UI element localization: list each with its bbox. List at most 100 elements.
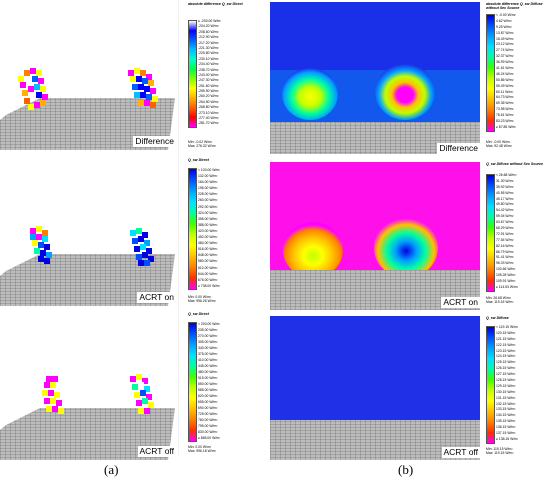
caption-a: (a) <box>104 462 119 477</box>
legend-stat: Max: 996.26 W/m² <box>188 299 216 303</box>
legend-label: 620.00 W/m² <box>198 394 218 398</box>
legend-color-bar <box>188 322 197 442</box>
legend-label: 49.80 W/m² <box>496 202 514 207</box>
legend-label: 82.16 W/m² <box>496 243 514 248</box>
legend-stat: Max: 92.48 W/m² <box>486 144 512 148</box>
legend-label: -208.60 W/m² <box>198 29 219 34</box>
legend-label: 69.36 W/m² <box>496 101 514 106</box>
legend-label: 132.15 W/m² <box>496 401 516 406</box>
legend-stat: Max: 119.15 W/m² <box>486 451 514 455</box>
legend-label: 31.30 W/m² <box>496 178 514 183</box>
legend-color-bar <box>486 174 495 292</box>
legend-label: 64.73 W/m² <box>496 95 514 100</box>
legend-label: < 200.00 W/m² <box>198 322 221 326</box>
legend-label: 40.55 W/m² <box>496 190 514 195</box>
legend-label: 32.37 W/m² <box>496 54 514 59</box>
hotspot-right <box>374 218 438 278</box>
panel-label: ACRT on <box>441 297 480 308</box>
legend-label: 760.00 W/m² <box>198 418 218 422</box>
legend-label: -238.70 W/m² <box>198 67 219 72</box>
legend-label: -255.90 W/m² <box>198 89 219 94</box>
legend-label: 41.61 W/m² <box>496 66 514 71</box>
building-left <box>18 68 48 110</box>
legend-label: 13.87 W/m² <box>496 30 514 35</box>
legend-label: 324.00 W/m² <box>198 210 218 215</box>
legend-color-bar <box>486 326 495 444</box>
legend-label: -212.90 W/m² <box>198 35 219 40</box>
panel-label: Difference <box>437 143 480 154</box>
legend-stat: Max: 276.32 W/m² <box>188 144 216 148</box>
legend-label: 516.00 W/m² <box>198 247 218 252</box>
legend-label: 270.00 W/m² <box>198 334 218 338</box>
legend-label: ≤ -200.00 W/m² <box>198 19 222 23</box>
legend-label: 795.00 W/m² <box>198 424 218 428</box>
legend-label: 96.03 W/m² <box>496 261 514 266</box>
scene-b-difference <box>270 2 480 154</box>
legend-label: 125.15 W/m² <box>496 360 516 365</box>
legend-label: 137.15 W/m² <box>496 431 516 436</box>
legend-label: 655.00 W/m² <box>198 400 218 404</box>
legend-title: Q_sw Direct <box>188 158 209 162</box>
legend-stat: Max: 119.15 W/m² <box>486 300 514 304</box>
legend-label: -273.10 W/m² <box>198 110 219 115</box>
legend-label: 27.74 W/m² <box>496 48 514 53</box>
building-right <box>128 68 158 108</box>
legend-label: 9.25 W/m² <box>496 24 512 29</box>
legend-label: 612.00 W/m² <box>198 265 218 270</box>
legend-label: 4.62 W/m² <box>496 18 512 23</box>
legend-title: Q_sw Direct <box>188 312 209 316</box>
legend-label: ≥ 87.85 W/m² <box>496 124 517 129</box>
legend-label: 129.15 W/m² <box>496 383 516 388</box>
legend-label: 196.00 W/m² <box>198 186 218 191</box>
legend-label: 375.00 W/m² <box>198 352 218 356</box>
legend-label: 340.00 W/m² <box>198 346 218 350</box>
caption-b: (b) <box>398 462 414 477</box>
legend-label: -251.60 W/m² <box>198 83 219 88</box>
hotspot-left <box>282 68 338 120</box>
legend-label: 100.66 W/m² <box>496 267 516 272</box>
legend-label: 109.91 W/m² <box>496 279 516 284</box>
legend-label: -260.20 W/m² <box>198 94 219 99</box>
legend-stat: Min: 0.00 W/m² <box>188 295 211 299</box>
scene-a-acrt-on <box>0 226 175 306</box>
legend-label: 133.15 W/m² <box>496 407 516 412</box>
legend-title: Q_sw Diffuse <box>486 316 509 320</box>
legend-label: 78.61 W/m² <box>496 113 514 118</box>
legend-label: -243.00 W/m² <box>198 72 219 77</box>
legend-label: 46.24 W/m² <box>496 71 514 76</box>
panel-label: ACRT off <box>137 446 176 457</box>
legend-label: 128.15 W/m² <box>496 378 516 383</box>
column-divider <box>178 0 179 455</box>
legend-label: -225.80 W/m² <box>198 51 219 56</box>
legend-label: 23.12 W/m² <box>496 42 514 47</box>
legend-label: 235.00 W/m² <box>198 328 218 332</box>
panel-b-acrt-off: ACRT off <box>270 316 480 460</box>
legend-label: 830.00 W/m² <box>198 430 218 434</box>
legend-label: 121.15 W/m² <box>496 336 516 341</box>
panel-b-difference: Difference <box>270 2 480 154</box>
legend-label: 452.00 W/m² <box>198 235 218 240</box>
legend-a-acrt-off: Q_sw Direct < 200.00 W/m² 235.00 W/m² 270.… <box>188 312 258 460</box>
legend-label: 105.28 W/m² <box>496 273 516 278</box>
legend-stat: Min: 119.15 W/m² <box>486 447 513 451</box>
legend-color-bar <box>486 14 495 132</box>
legend-label: 45.17 W/m² <box>496 196 514 201</box>
legend-label: 585.00 W/m² <box>198 388 218 392</box>
legend-label: 228.00 W/m² <box>198 192 218 197</box>
legend-title: absolute difference Q_sw Direct <box>188 2 243 6</box>
legend-label: 725.00 W/m² <box>198 412 218 416</box>
legend-labels: < 119.15 W/m² 120.15 W/m² 121.15 W/m² 122.1… <box>496 325 518 443</box>
legend-label: -281.70 W/m² <box>198 121 219 126</box>
legend-label: 260.00 W/m² <box>198 198 218 203</box>
legend-label: -247.30 W/m² <box>198 78 219 83</box>
legend-color-bar <box>188 20 197 128</box>
ground-grid <box>0 408 175 460</box>
legend-label: 122.15 W/m² <box>496 342 516 347</box>
legend-label: 91.41 W/m² <box>496 255 514 260</box>
legend-label: 580.00 W/m² <box>198 259 218 264</box>
legend-b-acrt-on: Q_sw Diffuse without Sec Source < 26.68 … <box>486 162 550 312</box>
legend-stat: Min: -0.02 W/m² <box>188 140 213 144</box>
panel-label: Difference <box>133 136 176 147</box>
legend-label: 18.49 W/m² <box>496 36 514 41</box>
legend-label: 73.98 W/m² <box>496 107 514 112</box>
